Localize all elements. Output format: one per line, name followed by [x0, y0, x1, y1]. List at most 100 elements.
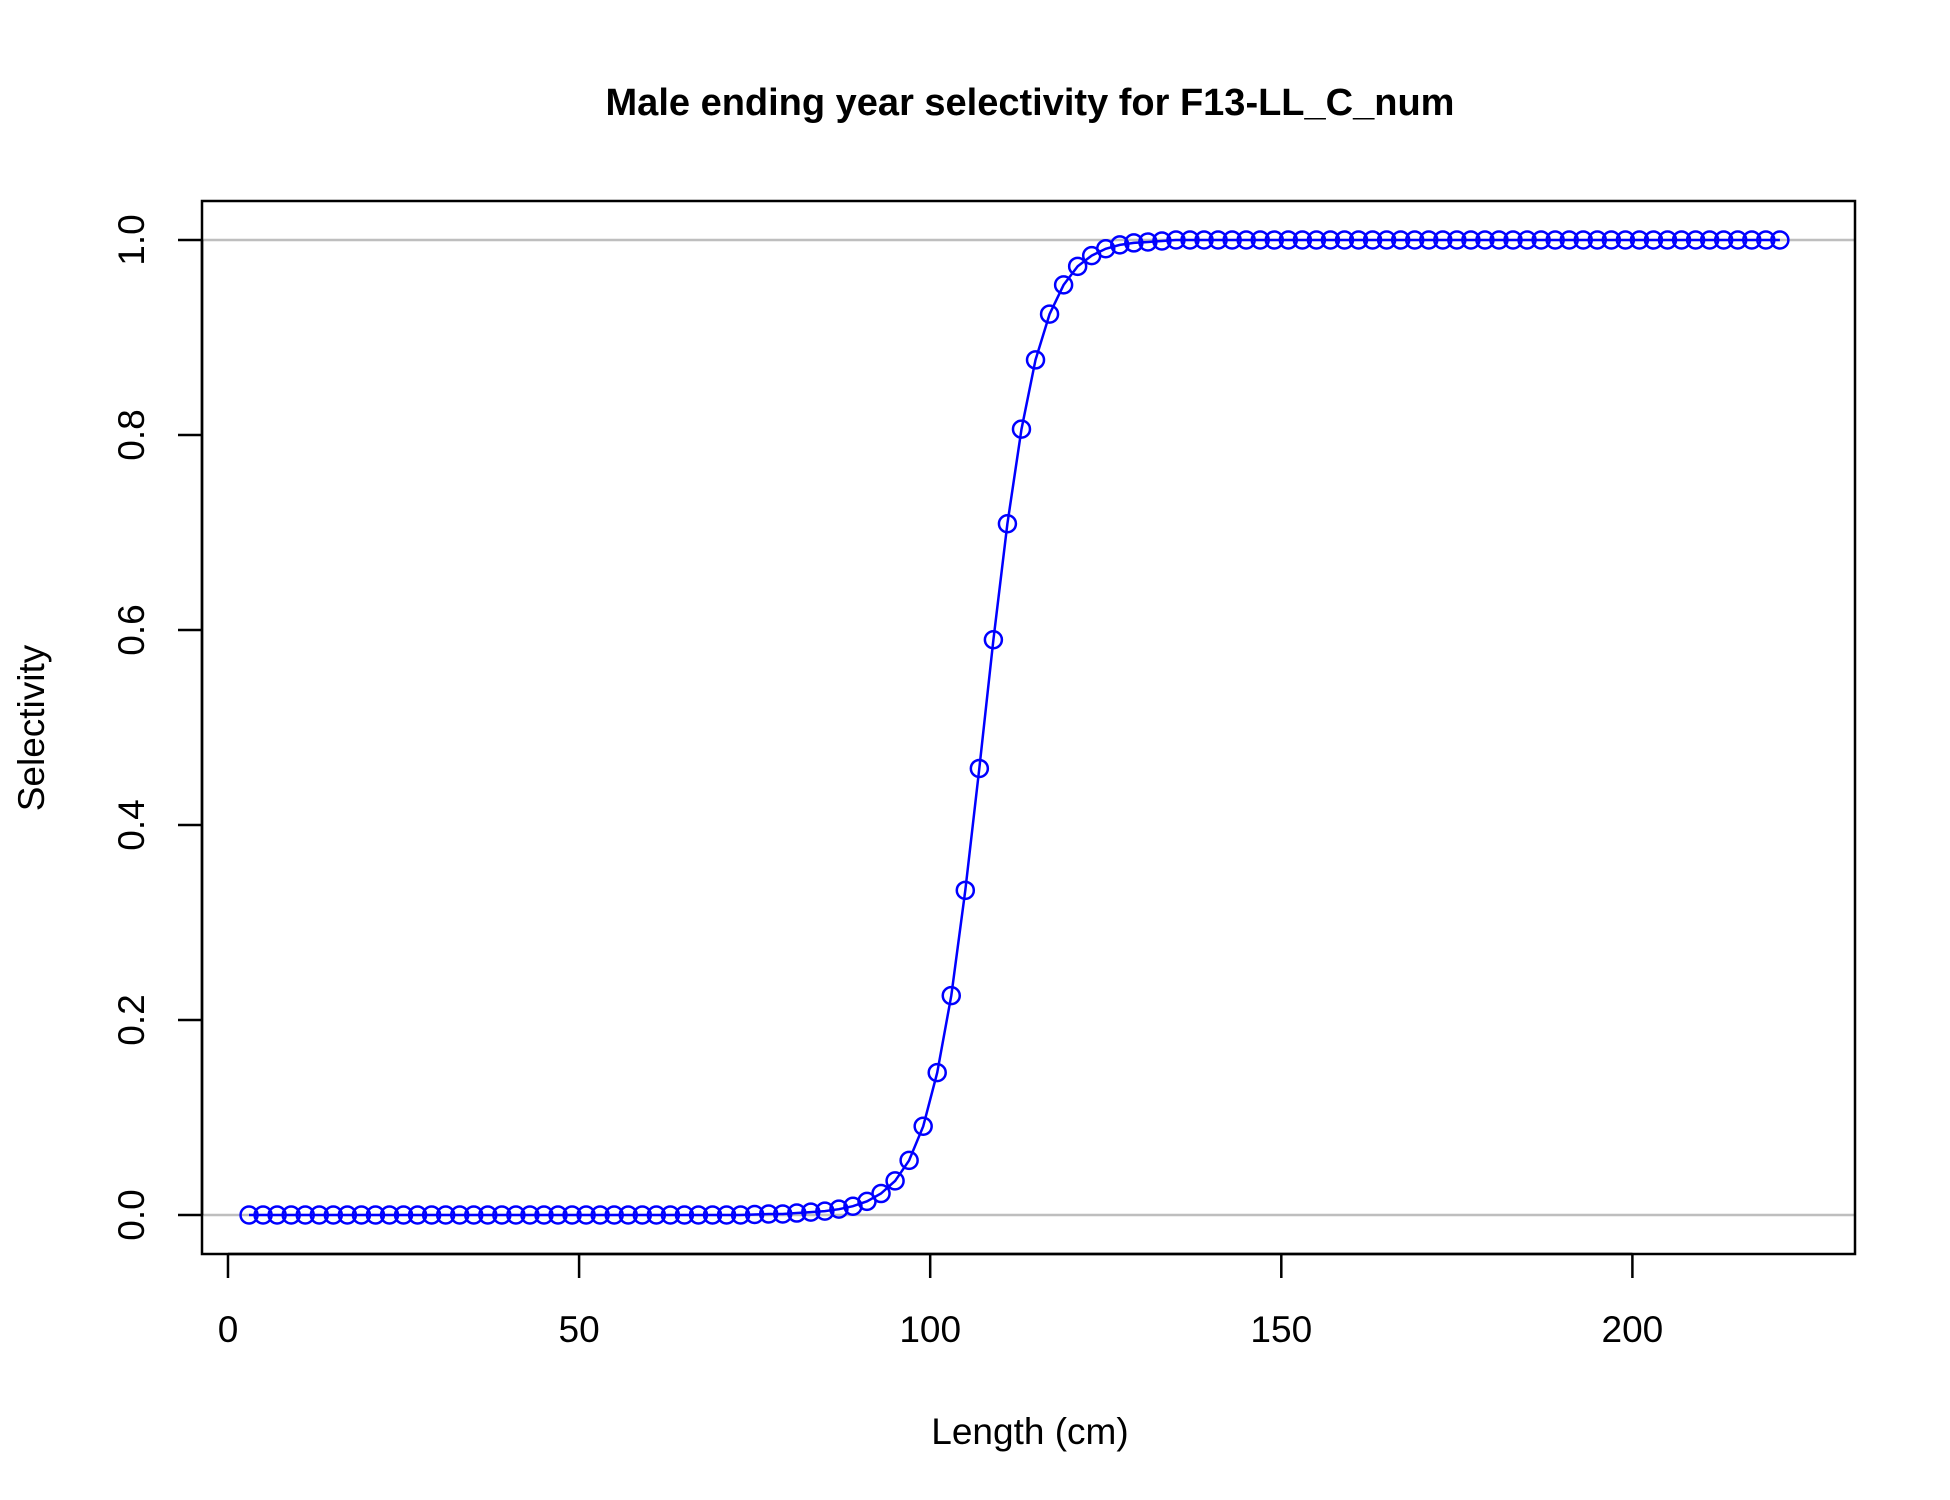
data-point [281, 1205, 301, 1225]
data-point [646, 1205, 667, 1225]
x-tick-label: 0 [218, 1309, 239, 1350]
data-point [1194, 230, 1214, 250]
data-point [604, 1205, 624, 1225]
data-point [1110, 235, 1130, 255]
data-point [969, 758, 990, 779]
data-point [941, 985, 962, 1006]
data-point [1629, 230, 1650, 250]
data-point [1053, 275, 1074, 295]
y-tick-label: 0.2 [111, 994, 152, 1045]
data-point [815, 1201, 835, 1221]
y-tick-label: 0.6 [111, 604, 152, 655]
data-point [716, 1205, 737, 1225]
data-point [1264, 230, 1285, 250]
data-point [1166, 230, 1186, 250]
data-point [1390, 230, 1411, 250]
plot-frame [200, 199, 1857, 1256]
data-point [379, 1205, 400, 1225]
data-point [1447, 230, 1467, 250]
x-tick-label: 50 [559, 1309, 600, 1350]
data-point [1671, 230, 1692, 250]
data-point [478, 1205, 498, 1225]
data-point [787, 1203, 807, 1223]
data-point [1011, 419, 1032, 439]
data-point [407, 1205, 428, 1225]
series-line [249, 238, 1780, 1217]
y-tick-label: 0.0 [111, 1189, 152, 1240]
data-point [576, 1205, 596, 1225]
data-point [337, 1205, 358, 1225]
data-point [1208, 230, 1228, 250]
x-axis: 0 50 100 150 200 [218, 1252, 1664, 1350]
data-point [1124, 233, 1144, 253]
data-point [1236, 230, 1256, 250]
data-point [983, 630, 1004, 650]
data-point [421, 1205, 442, 1225]
data-point [365, 1205, 386, 1225]
data-point [688, 1205, 709, 1225]
data-point [1334, 230, 1355, 250]
data-point [1306, 230, 1327, 250]
data-point [1587, 230, 1608, 250]
data-point [618, 1205, 638, 1225]
y-axis-label: Selectivity [11, 644, 52, 811]
data-point [730, 1205, 751, 1225]
data-point [1615, 230, 1636, 250]
data-point [1404, 230, 1425, 250]
data-point [1376, 230, 1397, 250]
data-point [309, 1205, 330, 1225]
data-point [1657, 230, 1678, 250]
data-point [351, 1205, 372, 1225]
data-point [1727, 230, 1748, 250]
data-point [492, 1205, 512, 1225]
x-axis-label: Length (cm) [931, 1411, 1128, 1452]
data-point [1756, 230, 1776, 250]
data-point [506, 1205, 526, 1225]
y-axis: 0.0 0.2 0.4 0.6 0.8 1.0 [111, 214, 204, 1241]
data-point [435, 1205, 456, 1225]
data-point [997, 513, 1018, 534]
data-point [829, 1199, 849, 1219]
data-point [1320, 230, 1341, 250]
data-point [1461, 230, 1481, 250]
data-point [534, 1205, 554, 1225]
data-point [1278, 230, 1299, 250]
data-point [1025, 350, 1046, 370]
data-point [1643, 230, 1664, 250]
data-point [1770, 230, 1790, 250]
data-point [1573, 230, 1593, 250]
data-point [295, 1205, 315, 1225]
data-point [1095, 239, 1116, 259]
data-point [744, 1204, 765, 1225]
data-point [590, 1205, 610, 1225]
data-point [660, 1205, 681, 1225]
y-tick-label: 0.4 [111, 799, 152, 850]
data-point [1433, 230, 1453, 250]
data-point [1138, 232, 1158, 252]
data-point [899, 1150, 919, 1171]
data-point [393, 1205, 414, 1225]
data-point [1699, 230, 1720, 250]
data-point [1348, 230, 1369, 250]
data-point [801, 1202, 821, 1222]
data-point [1559, 230, 1579, 250]
data-point [702, 1205, 723, 1225]
data-point [1152, 231, 1172, 251]
data-point [1517, 230, 1537, 250]
data-point [772, 1204, 793, 1224]
x-tick-label: 200 [1602, 1309, 1664, 1350]
data-point [1067, 256, 1088, 277]
data-point [1180, 230, 1200, 250]
data-point [955, 880, 976, 901]
y-tick-label: 0.8 [111, 409, 152, 460]
data-point [1545, 230, 1565, 250]
data-point [632, 1205, 653, 1225]
data-point [1489, 230, 1509, 250]
data-point [1039, 304, 1060, 324]
data-point [885, 1171, 905, 1191]
y-tick-label: 1.0 [111, 214, 152, 265]
data-point [1250, 230, 1270, 250]
data-point [1362, 230, 1383, 250]
data-point [758, 1204, 779, 1224]
